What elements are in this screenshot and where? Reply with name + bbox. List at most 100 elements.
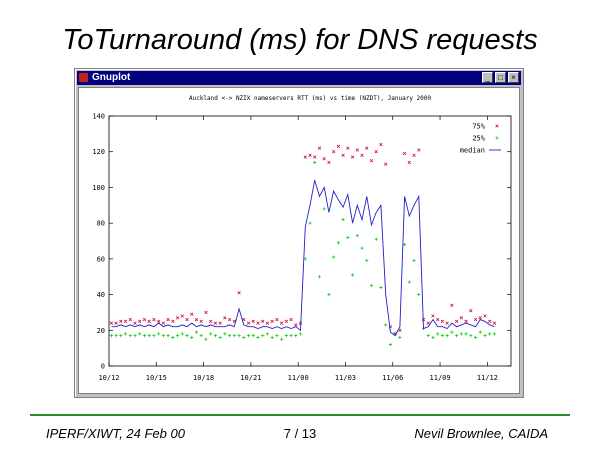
point-75pct bbox=[412, 153, 416, 157]
point-25pct bbox=[402, 242, 407, 247]
point-75pct bbox=[261, 319, 265, 324]
point-25pct bbox=[218, 335, 222, 340]
point-25pct bbox=[223, 332, 227, 336]
point-25pct bbox=[488, 332, 492, 336]
point-25pct bbox=[166, 334, 170, 338]
point-25pct bbox=[355, 234, 359, 238]
x-tick-label: 10/21 bbox=[240, 374, 261, 382]
point-75pct bbox=[265, 321, 270, 325]
point-25pct bbox=[436, 332, 440, 336]
point-25pct bbox=[379, 285, 383, 290]
point-75pct bbox=[213, 321, 218, 325]
point-75pct bbox=[322, 157, 326, 161]
point-25pct bbox=[492, 332, 497, 336]
point-75pct bbox=[289, 317, 293, 322]
point-25pct bbox=[341, 217, 345, 222]
point-25pct bbox=[369, 284, 374, 288]
point-75pct bbox=[204, 310, 208, 315]
point-25pct bbox=[157, 332, 161, 336]
point-75pct bbox=[303, 155, 307, 159]
point-25pct bbox=[123, 332, 128, 336]
point-25pct bbox=[317, 275, 322, 279]
point-25pct bbox=[426, 334, 430, 338]
point-75pct bbox=[426, 321, 430, 325]
point-75pct bbox=[327, 160, 331, 165]
point-75pct bbox=[473, 317, 478, 322]
point-25pct bbox=[313, 160, 317, 165]
minimize-button[interactable]: _ bbox=[482, 72, 493, 83]
point-75pct bbox=[123, 319, 128, 324]
point-25pct bbox=[459, 332, 463, 336]
footer-divider bbox=[30, 414, 570, 416]
point-75pct bbox=[223, 316, 227, 320]
legend-swatch bbox=[495, 124, 499, 128]
point-25pct bbox=[417, 292, 421, 297]
point-75pct bbox=[336, 144, 341, 149]
point-25pct bbox=[365, 259, 369, 263]
point-75pct bbox=[246, 321, 251, 325]
point-75pct bbox=[407, 160, 412, 165]
point-75pct bbox=[483, 314, 487, 318]
x-tick-label: 11/03 bbox=[335, 374, 356, 382]
point-25pct bbox=[440, 334, 445, 338]
point-25pct bbox=[350, 273, 355, 277]
point-25pct bbox=[270, 335, 274, 340]
window-title-bar[interactable]: Gnuplot _ □ × bbox=[77, 71, 521, 85]
point-25pct bbox=[294, 334, 298, 338]
plot-area: Auckland <-> NZIX nameservers RTT (ms) v… bbox=[78, 87, 520, 394]
close-button[interactable]: × bbox=[508, 72, 519, 83]
y-tick-label: 20 bbox=[97, 327, 105, 335]
point-25pct bbox=[280, 337, 284, 341]
point-75pct bbox=[147, 319, 151, 324]
point-75pct bbox=[185, 317, 189, 322]
point-75pct bbox=[317, 146, 322, 150]
point-25pct bbox=[336, 241, 340, 245]
point-75pct bbox=[138, 319, 142, 324]
point-75pct bbox=[369, 158, 374, 163]
point-25pct bbox=[194, 330, 199, 334]
point-75pct bbox=[270, 319, 274, 324]
point-25pct bbox=[199, 334, 203, 338]
point-75pct bbox=[431, 314, 435, 318]
point-75pct bbox=[208, 319, 213, 324]
point-25pct bbox=[142, 334, 147, 338]
point-25pct bbox=[284, 334, 288, 338]
point-75pct bbox=[488, 319, 492, 324]
plot-frame bbox=[108, 115, 512, 367]
point-75pct bbox=[350, 155, 355, 159]
point-75pct bbox=[142, 317, 147, 322]
series-0 bbox=[109, 142, 497, 336]
maximize-button[interactable]: □ bbox=[495, 72, 506, 83]
point-75pct bbox=[166, 317, 170, 322]
point-25pct bbox=[261, 334, 265, 338]
y-tick-label: 60 bbox=[97, 255, 105, 263]
y-tick-label: 40 bbox=[97, 291, 105, 299]
point-75pct bbox=[464, 319, 468, 324]
point-25pct bbox=[228, 334, 232, 338]
point-25pct bbox=[246, 334, 251, 338]
point-25pct bbox=[322, 207, 326, 211]
point-75pct bbox=[383, 162, 388, 166]
rtt-chart: Auckland <-> NZIX nameservers RTT (ms) v… bbox=[92, 95, 512, 382]
point-25pct bbox=[346, 235, 350, 240]
legend: 75% 25% median bbox=[460, 123, 501, 155]
point-75pct bbox=[199, 319, 203, 324]
point-25pct bbox=[407, 280, 411, 284]
footer-event: IPERF/XIWT, 24 Feb 00 bbox=[46, 426, 185, 441]
point-75pct bbox=[360, 153, 364, 157]
point-25pct bbox=[147, 334, 151, 338]
point-75pct bbox=[459, 316, 464, 320]
point-25pct bbox=[242, 335, 246, 340]
point-25pct bbox=[251, 334, 255, 338]
point-75pct bbox=[346, 146, 350, 150]
point-25pct bbox=[478, 330, 482, 334]
point-75pct bbox=[331, 150, 336, 154]
point-25pct bbox=[388, 342, 392, 347]
point-25pct bbox=[171, 335, 175, 340]
point-75pct bbox=[128, 317, 132, 322]
point-25pct bbox=[469, 334, 473, 338]
point-75pct bbox=[180, 314, 184, 318]
series-2 bbox=[111, 180, 495, 337]
point-75pct bbox=[275, 317, 279, 322]
point-75pct bbox=[256, 321, 260, 325]
